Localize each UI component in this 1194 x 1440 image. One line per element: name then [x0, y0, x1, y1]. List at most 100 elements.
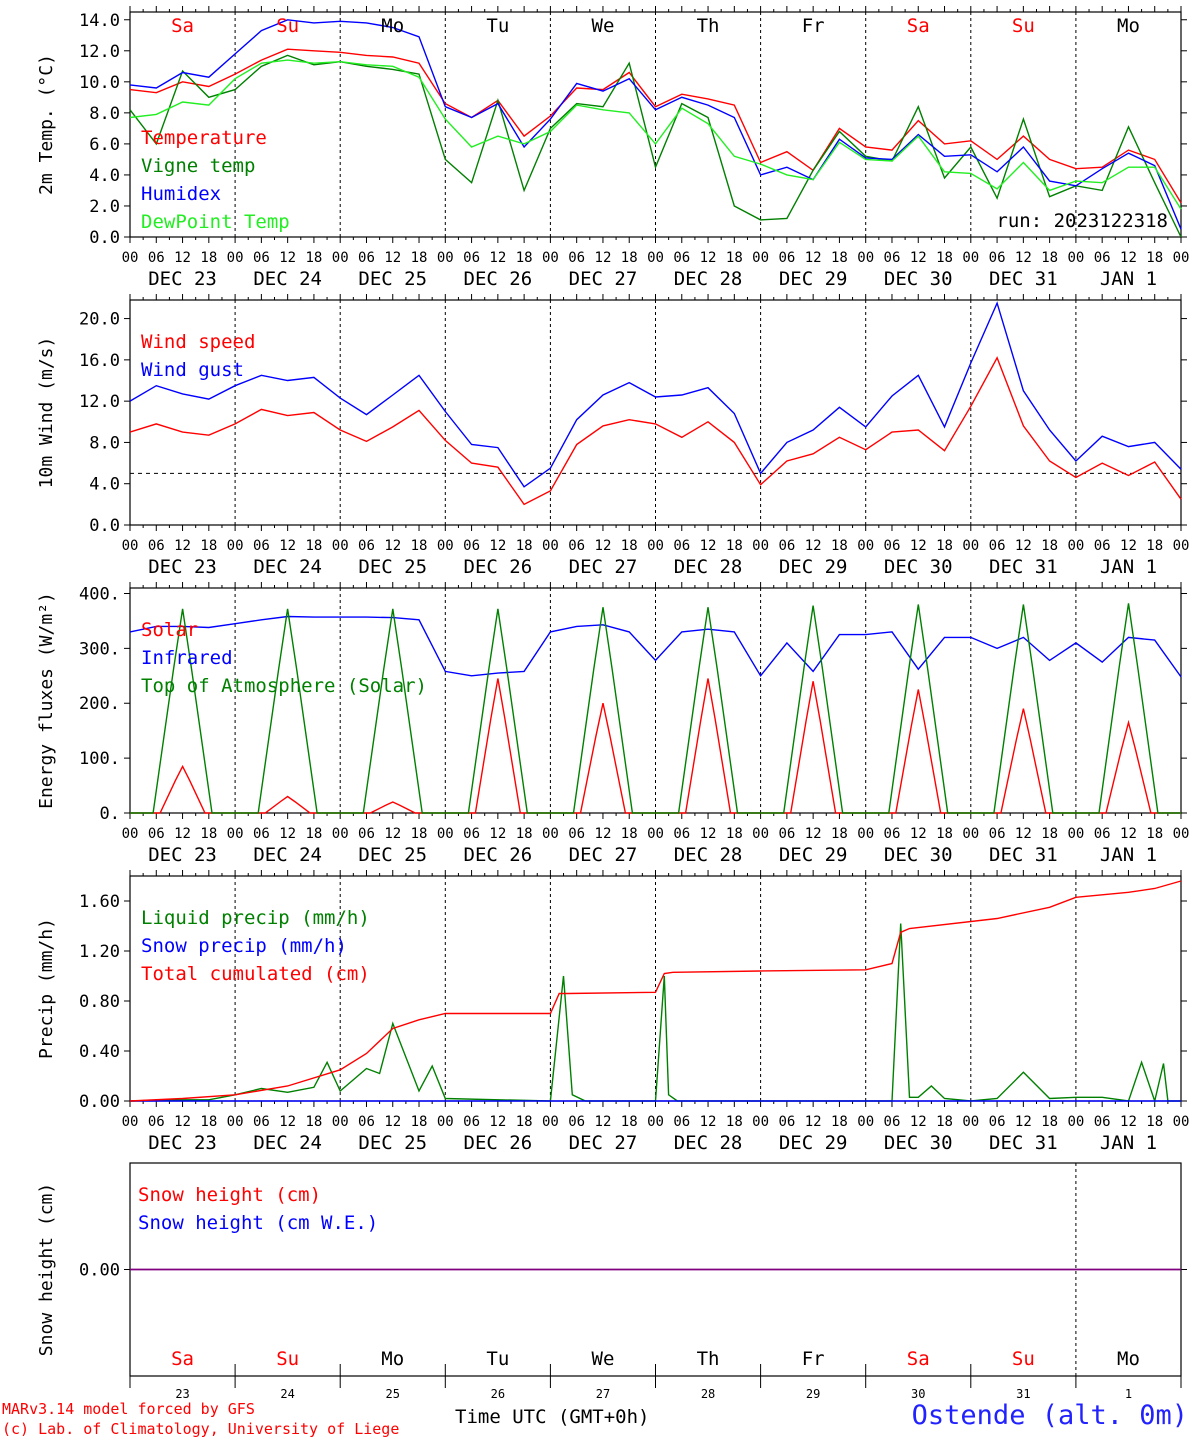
date-label: DEC 24: [253, 556, 322, 578]
bottom-day-name: We: [592, 1348, 615, 1370]
hour-label: 06: [253, 250, 270, 266]
hour-label: 06: [1094, 826, 1111, 842]
date-label: DEC 26: [464, 556, 533, 578]
hour-label: 18: [200, 826, 217, 842]
y-tick-label: 0.0: [89, 516, 120, 536]
hour-label: 12: [805, 538, 822, 554]
hour-label: 12: [489, 826, 506, 842]
hour-label: 18: [1146, 538, 1163, 554]
hour-label: 18: [305, 826, 322, 842]
hour-label: 12: [489, 538, 506, 554]
series-line: [129, 48, 1182, 204]
bottom-day-number: 23: [175, 1387, 189, 1400]
bottom-day-number: 31: [1016, 1387, 1030, 1400]
series-line: [129, 615, 1182, 678]
hour-label: 00: [332, 826, 349, 842]
hour-label: 06: [673, 538, 690, 554]
hour-label: 00: [647, 1114, 664, 1130]
hour-label: 12: [174, 538, 191, 554]
hour-label: 18: [1146, 250, 1163, 266]
date-label: DEC 30: [884, 556, 953, 578]
series-line: [129, 59, 1182, 210]
hour-label: 12: [1120, 538, 1137, 554]
hour-label: 00: [1173, 1114, 1190, 1130]
date-label: DEC 23: [148, 844, 217, 866]
series-line: [129, 19, 1182, 230]
hour-label: 18: [726, 250, 743, 266]
hour-label: 12: [805, 250, 822, 266]
series-line: [129, 301, 1182, 488]
date-label: DEC 25: [358, 844, 427, 866]
day-name: Sa: [907, 15, 930, 37]
hour-label: 12: [700, 538, 717, 554]
hour-label: 18: [726, 538, 743, 554]
hour-label: 12: [174, 1114, 191, 1130]
y-tick-label: 1.20: [79, 942, 120, 962]
hour-label: 18: [726, 826, 743, 842]
hour-label: 06: [568, 250, 585, 266]
hour-label: 00: [227, 1114, 244, 1130]
hour-label: 18: [831, 1114, 848, 1130]
y-axis-label: Precip (mm/h): [36, 918, 57, 1059]
y-tick-label: 0.40: [79, 1042, 120, 1062]
hour-label: 18: [516, 1114, 533, 1130]
date-label: DEC 25: [358, 1132, 427, 1154]
hour-label: 12: [700, 250, 717, 266]
day-name: Mo: [381, 15, 404, 37]
day-name: Su: [1012, 15, 1035, 37]
hour-label: 18: [621, 250, 638, 266]
bottom-day-name: Th: [697, 1348, 720, 1370]
hour-label: 18: [936, 826, 953, 842]
y-axis-label: Energy fluxes (W/m²): [36, 592, 57, 809]
hour-label: 00: [1067, 826, 1084, 842]
bottom-day-name: Mo: [381, 1348, 404, 1370]
credit-line-2: (c) Lab. of Climatology, University of L…: [2, 1420, 400, 1438]
hour-label: 12: [700, 1114, 717, 1130]
hour-label: 12: [384, 1114, 401, 1130]
hour-label: 18: [200, 1114, 217, 1130]
hour-label: 06: [673, 1114, 690, 1130]
hour-label: 18: [411, 250, 428, 266]
hour-label: 18: [200, 250, 217, 266]
y-tick-label: 8.0: [89, 433, 120, 453]
hour-label: 18: [936, 538, 953, 554]
day-name: Su: [276, 15, 299, 37]
date-label: DEC 31: [989, 268, 1058, 290]
hour-label: 12: [700, 826, 717, 842]
date-label: DEC 29: [779, 1132, 848, 1154]
date-label: DEC 27: [569, 1132, 638, 1154]
hour-label: 18: [1041, 826, 1058, 842]
date-label: DEC 30: [884, 844, 953, 866]
y-tick-label: 4.0: [89, 475, 120, 495]
hour-label: 00: [227, 826, 244, 842]
hour-label: 00: [1067, 1114, 1084, 1130]
date-label: DEC 31: [989, 1132, 1058, 1154]
hour-label: 00: [332, 538, 349, 554]
hour-label: 18: [726, 1114, 743, 1130]
hour-label: 00: [1067, 250, 1084, 266]
hour-label: 06: [884, 1114, 901, 1130]
run-label: run: 2023122318: [996, 210, 1168, 232]
hour-label: 06: [778, 1114, 795, 1130]
hour-label: 12: [489, 1114, 506, 1130]
hour-label: 06: [253, 538, 270, 554]
hour-label: 06: [463, 826, 480, 842]
date-label: DEC 26: [464, 1132, 533, 1154]
meteogram-chart: 0.02.04.06.08.010.012.014.02m Temp. (°C)…: [36, 6, 1190, 1400]
hour-label: 00: [962, 826, 979, 842]
station-label: Ostende (alt. 0m): [911, 1400, 1188, 1431]
hour-label: 06: [463, 538, 480, 554]
hour-label: 06: [148, 250, 165, 266]
y-tick-label: 8.0: [89, 104, 120, 124]
hour-label: 18: [1041, 1114, 1058, 1130]
bottom-day-name: Su: [1012, 1348, 1035, 1370]
hour-label: 00: [1067, 538, 1084, 554]
hour-label: 00: [752, 538, 769, 554]
hour-label: 00: [857, 1114, 874, 1130]
hour-label: 18: [305, 250, 322, 266]
y-tick-label: 200.: [79, 694, 120, 714]
legend-entry: Wind gust: [141, 359, 244, 381]
y-tick-label: 4.0: [89, 166, 120, 186]
hour-label: 06: [884, 826, 901, 842]
bottom-day-number: 30: [911, 1387, 925, 1400]
